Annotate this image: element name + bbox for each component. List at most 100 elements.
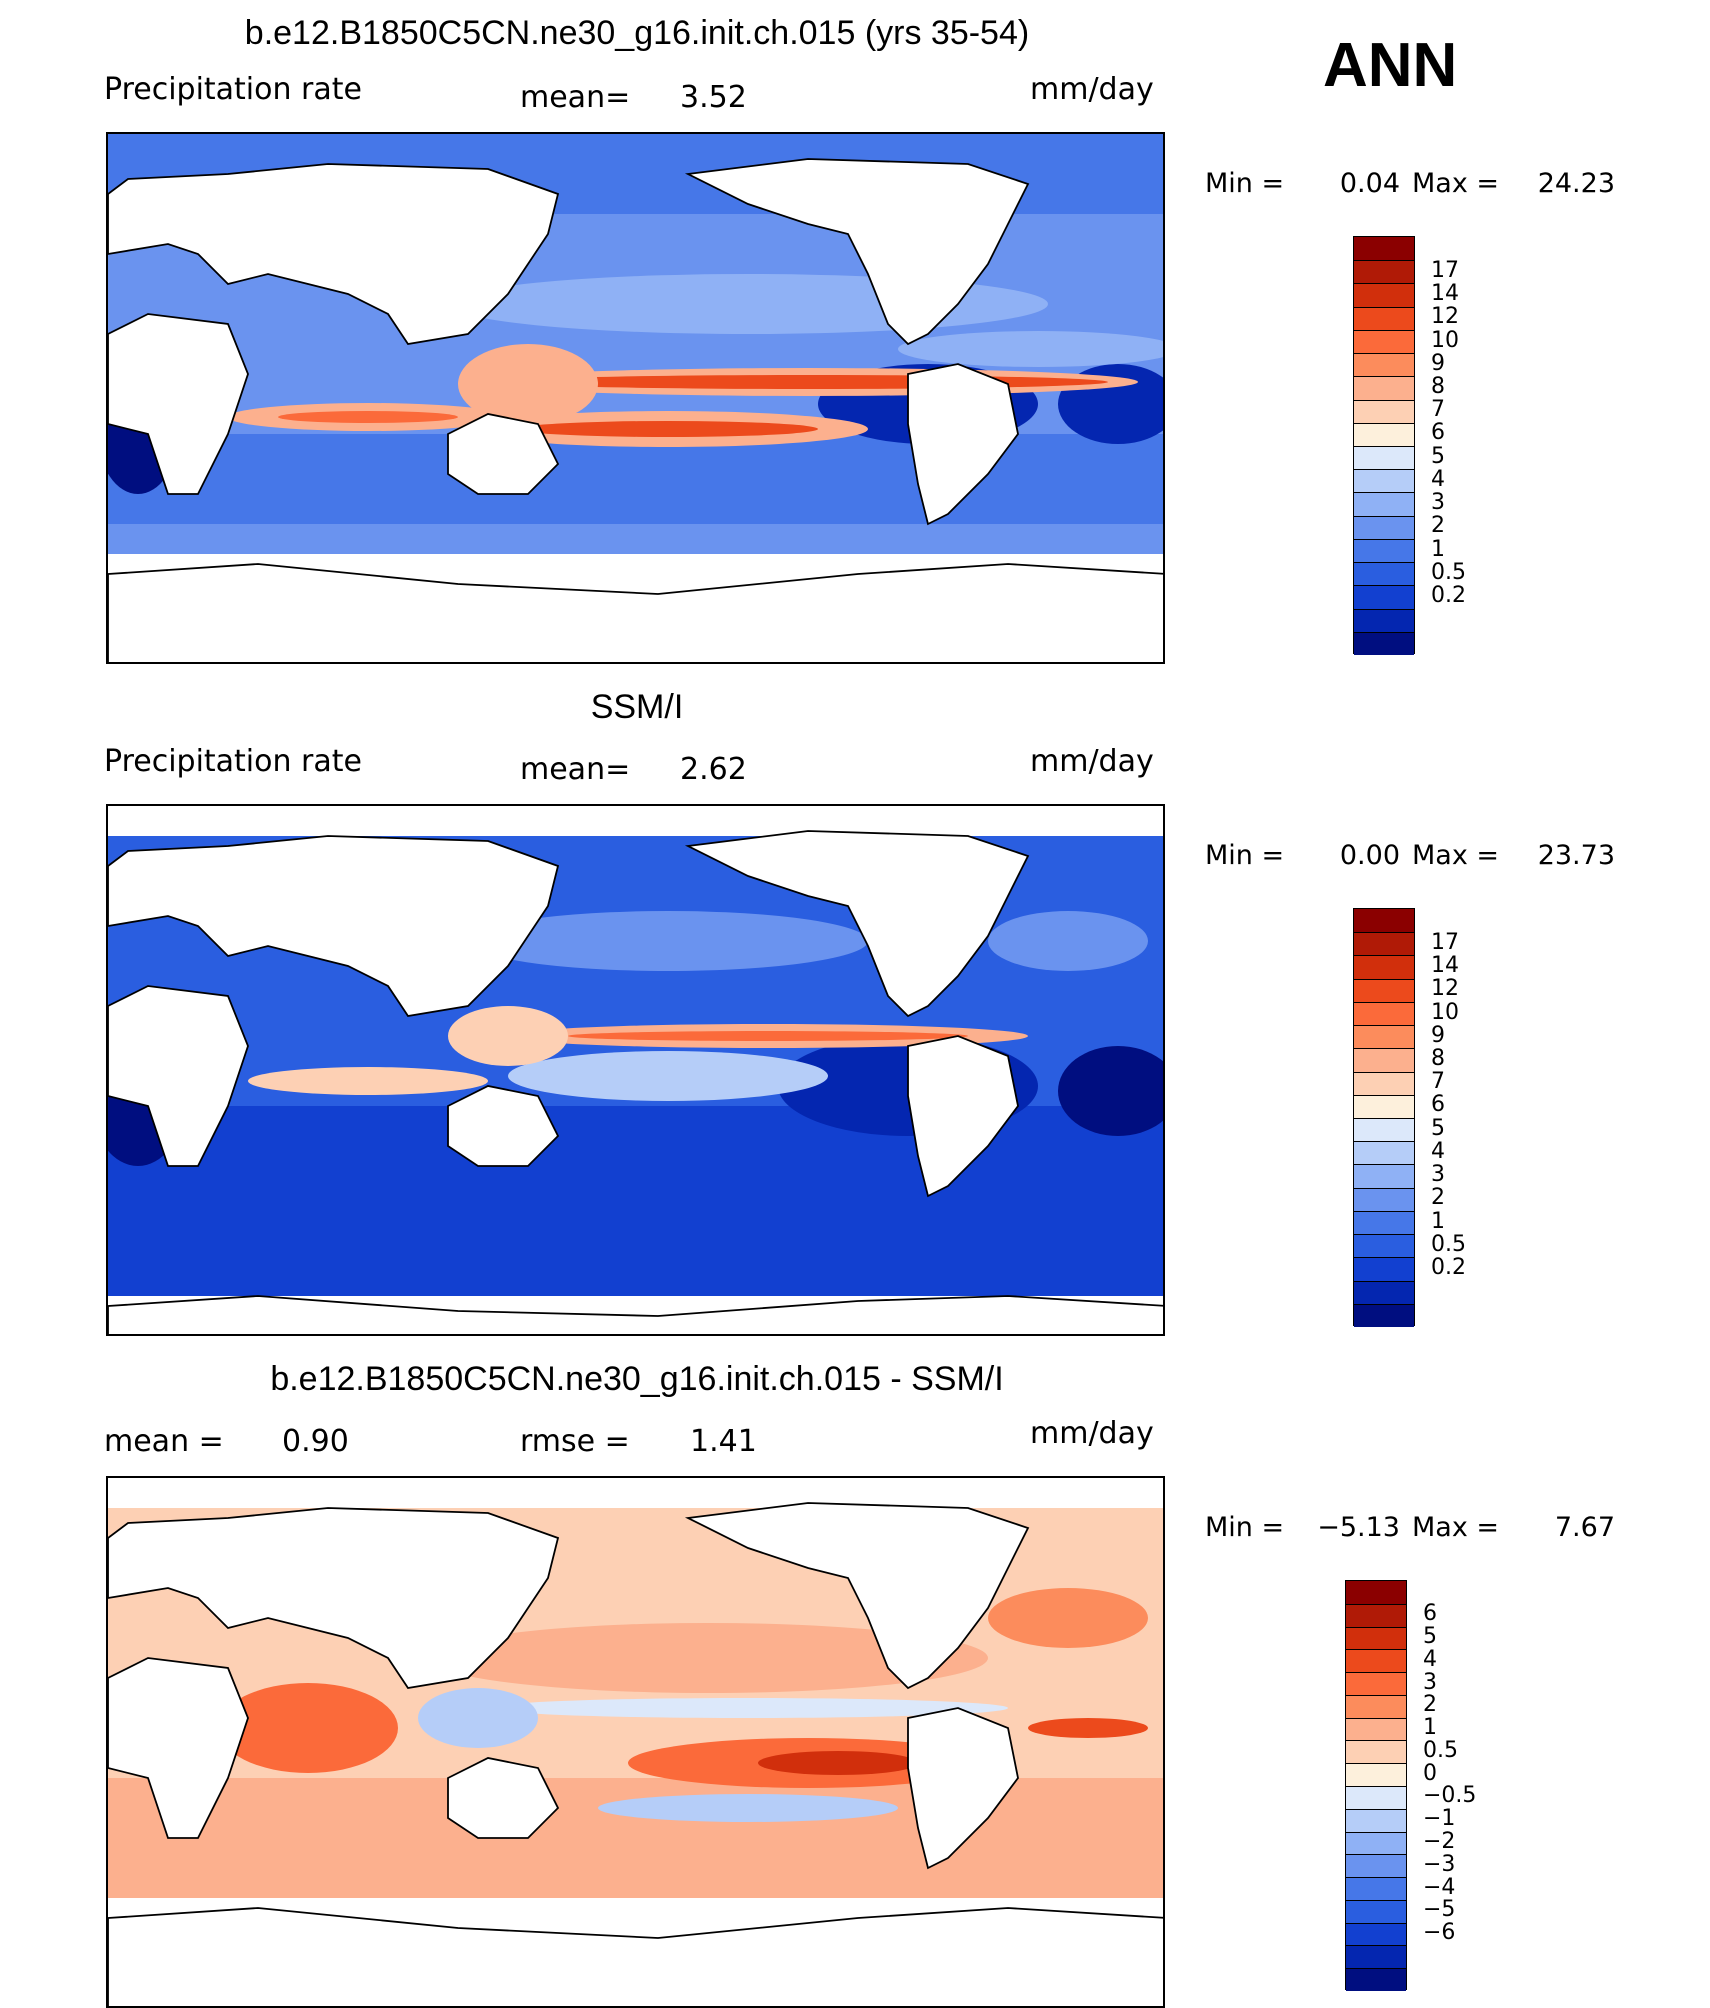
panel1-colorbar <box>1353 236 1415 655</box>
panel1-colorbar-label: 1 <box>1431 536 1445 562</box>
panel2-maritime-continent <box>448 1006 568 1066</box>
panel1-colorbar-cell <box>1354 608 1414 632</box>
panel2-colorbar-cell <box>1354 1303 1414 1327</box>
panel2-north-america <box>684 830 1030 1018</box>
panel2-colorbar-cell <box>1354 1071 1414 1095</box>
panel1-colorbar-cell <box>1354 283 1414 307</box>
panel1-variable-label: Precipitation rate <box>104 72 362 107</box>
panel1-units: mm/day <box>1030 72 1154 107</box>
panel2-colorbar-label: 14 <box>1431 953 1459 979</box>
panel3-max-label: Max = <box>1412 1512 1500 1543</box>
panel1-africa <box>108 313 249 495</box>
panel1-title: b.e12.B1850C5CN.ne30_g16.init.ch.015 (yr… <box>244 14 1030 52</box>
panel1-colorbar-cell <box>1354 538 1414 563</box>
panel3-colorbar-cell <box>1346 1672 1406 1695</box>
panel1-natl-itcz <box>898 331 1163 367</box>
panel3-colorbar-cell <box>1346 1581 1406 1604</box>
panel3-atl-itcz-wet <box>1028 1718 1148 1738</box>
panel3-north-america <box>684 1502 1030 1690</box>
panel2-max-label: Max = <box>1412 840 1500 871</box>
panel1-north-america <box>684 158 1030 346</box>
panel1-colorbar-label: 7 <box>1431 397 1445 423</box>
panel2-colorbar-cell <box>1354 1025 1414 1049</box>
panel1-colorbar-cell <box>1354 353 1414 377</box>
panel2-min-label: Min = <box>1205 840 1285 871</box>
panel2-colorbar-label: 9 <box>1431 1022 1445 1048</box>
panel2-mean-label: mean= <box>520 752 631 787</box>
panel3-min-label: Min = <box>1205 1512 1285 1543</box>
panel3-colorbar-cell <box>1346 1603 1406 1627</box>
panel2-satl-dry <box>1058 1046 1163 1136</box>
panel1-max-label: Max = <box>1412 168 1500 199</box>
panel2-colorbar-label: 1 <box>1431 1208 1445 1234</box>
panel1-colorbar-label: 0.2 <box>1431 582 1466 608</box>
panel2-colorbar-label: 0.2 <box>1431 1254 1466 1280</box>
panel2-natl-track <box>988 911 1148 971</box>
panel3-mean-value: 0.90 <box>282 1424 349 1459</box>
panel1-colorbar-label: 0.5 <box>1431 559 1466 585</box>
panel1-colorbar-label: 14 <box>1431 281 1459 307</box>
panel2-antarctica <box>108 1295 1163 1334</box>
panel3-colorbar-cell <box>1346 1899 1406 1923</box>
panel1-colorbar-cell <box>1354 631 1414 655</box>
panel2-eurasia <box>108 835 560 1017</box>
season-label: ANN <box>1323 31 1458 100</box>
panel3-colorbar-label: 2 <box>1423 1692 1437 1718</box>
panel3-colorbar-label: −3 <box>1423 1851 1456 1877</box>
panel2-map-svg <box>108 806 1163 1334</box>
panel2-colorbar-cell <box>1354 1280 1414 1304</box>
panel3-spcz-dry-bias <box>598 1794 898 1822</box>
panel1-spcz-core <box>518 421 818 437</box>
panel1-colorbar-label: 5 <box>1431 443 1445 469</box>
panel2-max-value: 23.73 <box>1537 840 1615 871</box>
panel3-colorbar-cell <box>1346 1922 1406 1946</box>
panel1-mean-label: mean= <box>520 80 631 115</box>
panel2-units: mm/day <box>1030 744 1154 779</box>
panel1-colorbar-cell <box>1354 237 1414 261</box>
panel3-arctic-mask <box>108 1478 1163 1508</box>
panel3-colorbar-cell <box>1346 1649 1406 1673</box>
panel3-title: b.e12.B1850C5CN.ne30_g16.init.ch.015 - S… <box>270 1360 1004 1398</box>
panel3-double-itcz-core <box>758 1751 918 1775</box>
panel1-eurasia <box>108 163 560 345</box>
panel3-natl-wet <box>988 1588 1148 1648</box>
panel3-eurasia <box>108 1507 560 1689</box>
panel3-colorbar-label: 5 <box>1423 1623 1437 1649</box>
panel1-colorbar-label: 6 <box>1431 420 1445 446</box>
panel2-colorbar-label: 5 <box>1431 1115 1445 1141</box>
panel1-mean-value: 3.52 <box>680 80 747 115</box>
panel2-colorbar-cell <box>1354 1001 1414 1026</box>
panel1-colorbar-label: 12 <box>1431 304 1459 330</box>
panel2-colorbar-label: 6 <box>1431 1092 1445 1118</box>
panel3-npac-wet <box>428 1623 988 1693</box>
panel3-colorbar-cell <box>1346 1626 1406 1650</box>
panel2-mean-value: 2.62 <box>680 752 747 787</box>
panel2-colorbar-label: 7 <box>1431 1069 1445 1095</box>
panel3-colorbar-label: 0 <box>1423 1760 1437 1786</box>
panel3-colorbar-cell <box>1346 1808 1406 1832</box>
panel2-colorbar-cell <box>1354 1257 1414 1281</box>
panel3-rmse-label: rmse = <box>520 1424 630 1459</box>
panel3-colorbar-cell <box>1346 1877 1406 1900</box>
panel2-colorbar-cell <box>1354 1210 1414 1235</box>
panel2-colorbar-label: 3 <box>1431 1162 1445 1188</box>
panel3-mc-dry-bias <box>418 1688 538 1748</box>
panel2-title: SSM/I <box>590 688 684 726</box>
panel1-map-svg <box>108 134 1163 662</box>
panel3-colorbar <box>1345 1580 1407 1991</box>
panel3-colorbar-cell <box>1346 1717 1406 1741</box>
panel1-colorbar-label: 4 <box>1431 466 1445 492</box>
panel1-colorbar-cell <box>1354 329 1414 354</box>
panel1-colorbar-cell <box>1354 492 1414 516</box>
panel1-colorbar-label: 17 <box>1431 257 1459 283</box>
panel1-colorbar-label: 3 <box>1431 490 1445 516</box>
panel1-colorbar-cell <box>1354 260 1414 284</box>
panel1-colorbar-cell <box>1354 422 1414 446</box>
panel2-colorbar-cell <box>1354 932 1414 956</box>
panel1-colorbar-cell <box>1354 515 1414 539</box>
panel3-continents <box>108 1502 1163 2006</box>
panel3-colorbar-cell <box>1346 1831 1406 1855</box>
panel2-colorbar-cell <box>1354 1094 1414 1118</box>
panel1-colorbar-label: 9 <box>1431 350 1445 376</box>
panel3-wio-wet-bias <box>218 1683 398 1773</box>
